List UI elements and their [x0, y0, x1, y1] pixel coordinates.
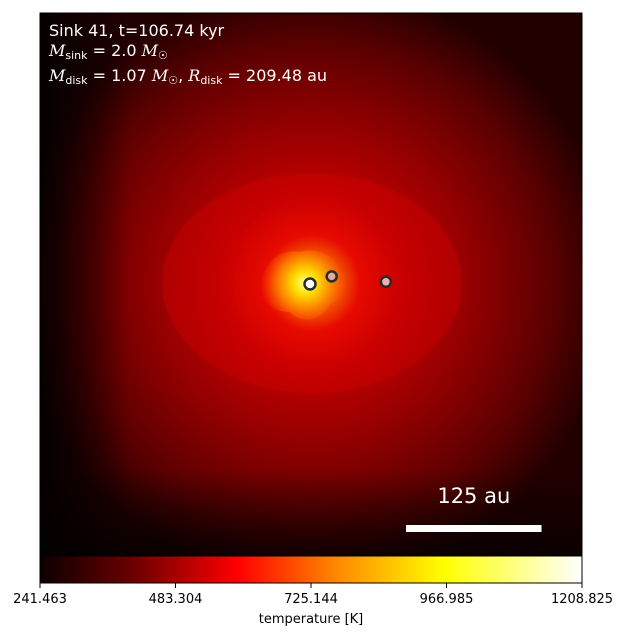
colorbar	[39, 555, 583, 584]
temperature-map	[40, 13, 582, 556]
annotation-line-1: Sink 41, t=106.74 kyr	[49, 21, 225, 40]
disk-radius: 209.48	[246, 66, 303, 85]
colorbar-tick-label: 483.304	[149, 592, 203, 607]
annotation-block: Sink 41, t=106.74 kyr Msink = 2.0 M☉ Mdi…	[49, 21, 327, 91]
colorbar-tick-label: 241.463	[13, 592, 67, 607]
sim-time: t=106.74 kyr	[118, 21, 225, 40]
sink-marker-companion-1	[325, 270, 338, 283]
colorbar-tick-label: 1208.825	[551, 592, 613, 607]
disk-mass: 1.07	[111, 66, 147, 85]
annotation-line-3: Mdisk = 1.07 M☉, Rdisk = 209.48 au	[49, 66, 328, 87]
annotation-line-2: Msink = 2.0 M☉	[49, 41, 168, 62]
colorbar-ticks: 241.463 483.304 725.144 966.985 1208.825	[13, 583, 613, 607]
sink-markers	[303, 270, 393, 291]
scale-bar	[406, 525, 542, 532]
colorbar-label: temperature [K]	[259, 612, 364, 627]
colorbar-tick-label: 725.144	[284, 592, 338, 607]
sink-mass: 2.0	[111, 41, 137, 60]
sink-marker-primary	[303, 277, 317, 291]
scale-bar-label: 125 au	[437, 484, 510, 508]
sink-marker-companion-2	[379, 275, 393, 289]
sink-id: 41	[88, 21, 109, 40]
colorbar-tick-label: 966.985	[420, 592, 474, 607]
